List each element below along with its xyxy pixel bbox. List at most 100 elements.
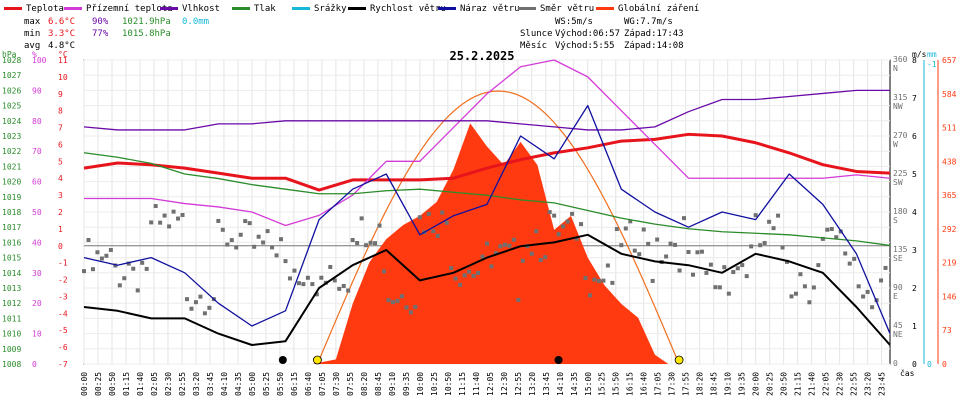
- series-wind-dir-point: [373, 241, 378, 246]
- x-tick-label: 06:15: [290, 372, 299, 396]
- moonset-marker: [554, 356, 563, 364]
- sunrise-marker: [313, 355, 322, 365]
- series-wind-dir-point: [735, 266, 740, 271]
- series-wind-dir-point: [811, 285, 816, 290]
- series-wind-dir-point: [95, 250, 100, 255]
- x-tick-label: 11:40: [472, 372, 481, 396]
- series-wind-dir-point: [511, 237, 516, 242]
- temperature-tick-label: -5: [58, 326, 68, 335]
- series-wind-dir-point: [686, 250, 691, 255]
- wind-speed-tick: 3: [912, 246, 917, 255]
- series-wind-dir-point: [592, 277, 597, 282]
- series-wind-dir-point: [462, 273, 467, 278]
- series-wind-dir-point: [458, 282, 463, 287]
- radiation-tick: 0: [942, 360, 947, 369]
- wind-dir-name: W: [893, 140, 898, 149]
- x-tick-label: 06:40: [304, 372, 313, 396]
- x-tick-label: 12:55: [514, 372, 523, 396]
- series-wind-dir-point: [104, 253, 109, 258]
- stat-max-rain: 0.0mm: [182, 17, 209, 27]
- series-wind-dir-point: [256, 234, 261, 239]
- series-wind-dir-point: [328, 264, 333, 269]
- x-tick-label: 10:25: [430, 372, 439, 396]
- series-wind-dir-point: [543, 255, 548, 260]
- pressure-tick-label: 1026: [2, 86, 21, 95]
- x-tick-label: 04:10: [220, 372, 229, 396]
- series-wind-dir-point: [252, 244, 257, 249]
- series-radiation-area: [312, 123, 669, 364]
- series-wind-dir-point: [305, 275, 310, 280]
- series-wind-dir-point: [767, 219, 772, 224]
- series-wind-dir-point: [314, 292, 319, 297]
- temperature-tick-label: 5: [58, 157, 63, 166]
- temperature-tick-label: -6: [58, 343, 68, 352]
- series-wind-dir-point: [493, 251, 498, 256]
- series-line: [83, 233, 891, 346]
- series-wind-dir-point: [708, 262, 713, 267]
- series-wind-dir-point: [534, 229, 539, 234]
- series-wind-dir-point: [793, 291, 798, 296]
- series-wind-dir-point: [153, 204, 158, 209]
- series-wind-dir-point: [516, 297, 521, 302]
- wind-speed-tick: 5: [912, 170, 917, 179]
- series-wind-dir-point: [332, 278, 337, 283]
- humidity-tick-label: 0: [32, 360, 37, 369]
- series-wind-dir-point: [852, 256, 857, 261]
- series-wind-dir-point: [879, 278, 884, 283]
- wind-speed-tick: 0: [912, 360, 917, 369]
- pressure-tick-label: 1013: [2, 284, 21, 293]
- x-tick-label: 18:20: [696, 372, 705, 396]
- humidity-tick-label: 100: [32, 56, 47, 65]
- x-tick-label: 15:00: [584, 372, 593, 396]
- pressure-tick-label: 1008: [2, 360, 21, 369]
- series-wind-dir-point: [856, 284, 861, 289]
- pressure-tick-label: 1028: [2, 56, 21, 65]
- series-wind-dir-point: [825, 227, 830, 232]
- temperature-tick-label: 4: [58, 174, 63, 183]
- series-wind-dir-point: [570, 211, 575, 216]
- series-wind-dir-point: [731, 270, 736, 275]
- x-tick-label: 18:45: [710, 372, 719, 396]
- series-wind-dir-point: [382, 269, 387, 274]
- rain-tick: 0: [927, 360, 932, 369]
- legend-swatch: [160, 7, 178, 10]
- series-wind-dir-point: [744, 274, 749, 279]
- x-tick-label: 23:20: [864, 372, 873, 396]
- x-tick-label: 22:05: [822, 372, 831, 396]
- temperature-tick-label: -3: [58, 292, 68, 301]
- series-wind-dir-point: [131, 266, 136, 271]
- wind-speed-tick: 4: [912, 208, 917, 217]
- legend-swatch: [518, 7, 536, 10]
- stat-max-press: 1021.9hPa: [122, 17, 171, 27]
- series-wind-dir-point: [579, 222, 584, 227]
- x-tick-label: 05:25: [262, 372, 271, 396]
- series-wind-dir-point: [485, 241, 489, 246]
- wind-dir-tick: 315: [893, 93, 908, 102]
- temperature-tick-label: -4: [58, 309, 68, 318]
- series-wind-dir-point: [614, 227, 619, 232]
- x-tick-label: 21:15: [794, 372, 803, 396]
- wind-dir-name: SE: [893, 254, 903, 263]
- series-wind-dir-point: [476, 270, 481, 275]
- series-wind-dir-point: [202, 311, 207, 316]
- pressure-tick-label: 1010: [2, 330, 21, 339]
- series-wind-dir-point: [753, 213, 758, 218]
- series-wind-dir-point: [390, 300, 395, 305]
- series-wind-dir-point: [713, 285, 718, 290]
- temperature-tick-label: 7: [58, 124, 63, 133]
- x-tick-label: 17:30: [668, 372, 677, 396]
- stat-min-hum: 77%: [92, 29, 109, 39]
- legend-label: Teplota: [26, 4, 64, 14]
- series-wind-dir-point: [847, 261, 852, 266]
- legend-swatch: [348, 7, 366, 10]
- legend-swatch: [596, 7, 614, 10]
- wind-speed-tick: 6: [912, 132, 917, 141]
- x-tick-label: 11:15: [458, 372, 467, 396]
- series-wind-dir-point: [355, 241, 360, 246]
- series-line: [83, 152, 891, 247]
- series-wind-dir-point: [471, 273, 476, 278]
- series-wind-dir-point: [489, 264, 494, 269]
- series-wind-dir-point: [140, 260, 145, 265]
